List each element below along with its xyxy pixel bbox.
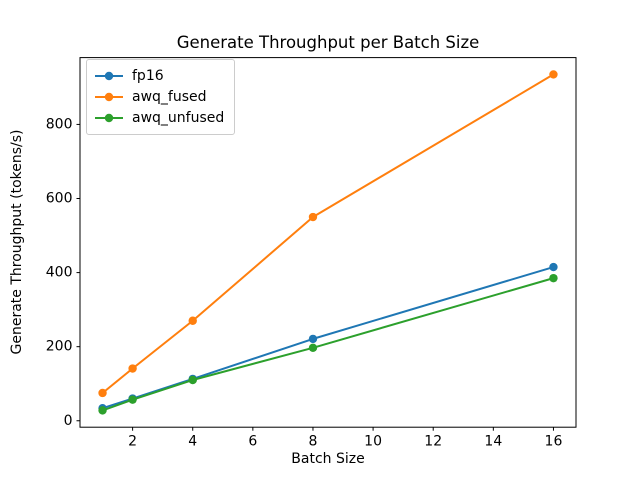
x-tick-label: 4 — [188, 433, 197, 449]
y-tick-label: 600 — [46, 191, 73, 207]
data-point-awq_unfused — [188, 375, 197, 385]
data-point-awq_fused — [188, 316, 197, 325]
legend-marker-icon — [95, 92, 123, 102]
legend-item-awq_fused: awq_fused — [94, 87, 224, 107]
data-point-awq_unfused — [308, 343, 318, 352]
data-point-awq_unfused — [549, 273, 558, 283]
data-point-awq_fused — [128, 364, 137, 373]
legend-label: awq_unfused — [132, 110, 225, 126]
y-tick-label: 800 — [46, 116, 73, 132]
data-point-awq_fused — [98, 388, 107, 398]
axes-frame — [79, 57, 577, 428]
legend-item-fp16: fp16 — [94, 66, 224, 86]
legend-label: fp16 — [132, 68, 164, 84]
y-tick-label: 400 — [46, 265, 73, 281]
data-point-awq_unfused — [98, 406, 107, 415]
x-tick-label: 8 — [309, 433, 318, 449]
x-tick-label: 2 — [128, 433, 137, 449]
legend-label: awq_fused — [132, 89, 207, 105]
y-tick-label: 0 — [64, 413, 73, 429]
x-tick-label: 16 — [545, 433, 563, 449]
legend: fp16 awq_fused awq_unfused — [86, 59, 236, 135]
chart-title: Generate Throughput per Batch Size — [176, 33, 480, 52]
legend-item-awq_unfused: awq_unfused — [94, 108, 224, 128]
legend-marker-icon — [95, 71, 123, 81]
data-point-fp16 — [308, 334, 318, 344]
x-tick-label: 12 — [424, 433, 442, 449]
x-tick-label: 14 — [484, 433, 502, 449]
x-tick-label: 10 — [364, 433, 382, 449]
y-tick-label: 200 — [46, 339, 73, 355]
data-point-awq_unfused — [128, 395, 137, 404]
data-point-awq_fused — [549, 70, 558, 79]
data-point-awq_fused — [308, 212, 318, 222]
x-tick-label: 6 — [248, 433, 257, 449]
legend-marker-icon — [95, 113, 123, 123]
y-axis-label: Generate Throughput (tokens/s) — [9, 129, 25, 355]
series-line-awq_unfused — [102, 277, 554, 412]
data-point-fp16 — [549, 262, 558, 272]
x-axis-label: Batch Size — [291, 451, 365, 467]
